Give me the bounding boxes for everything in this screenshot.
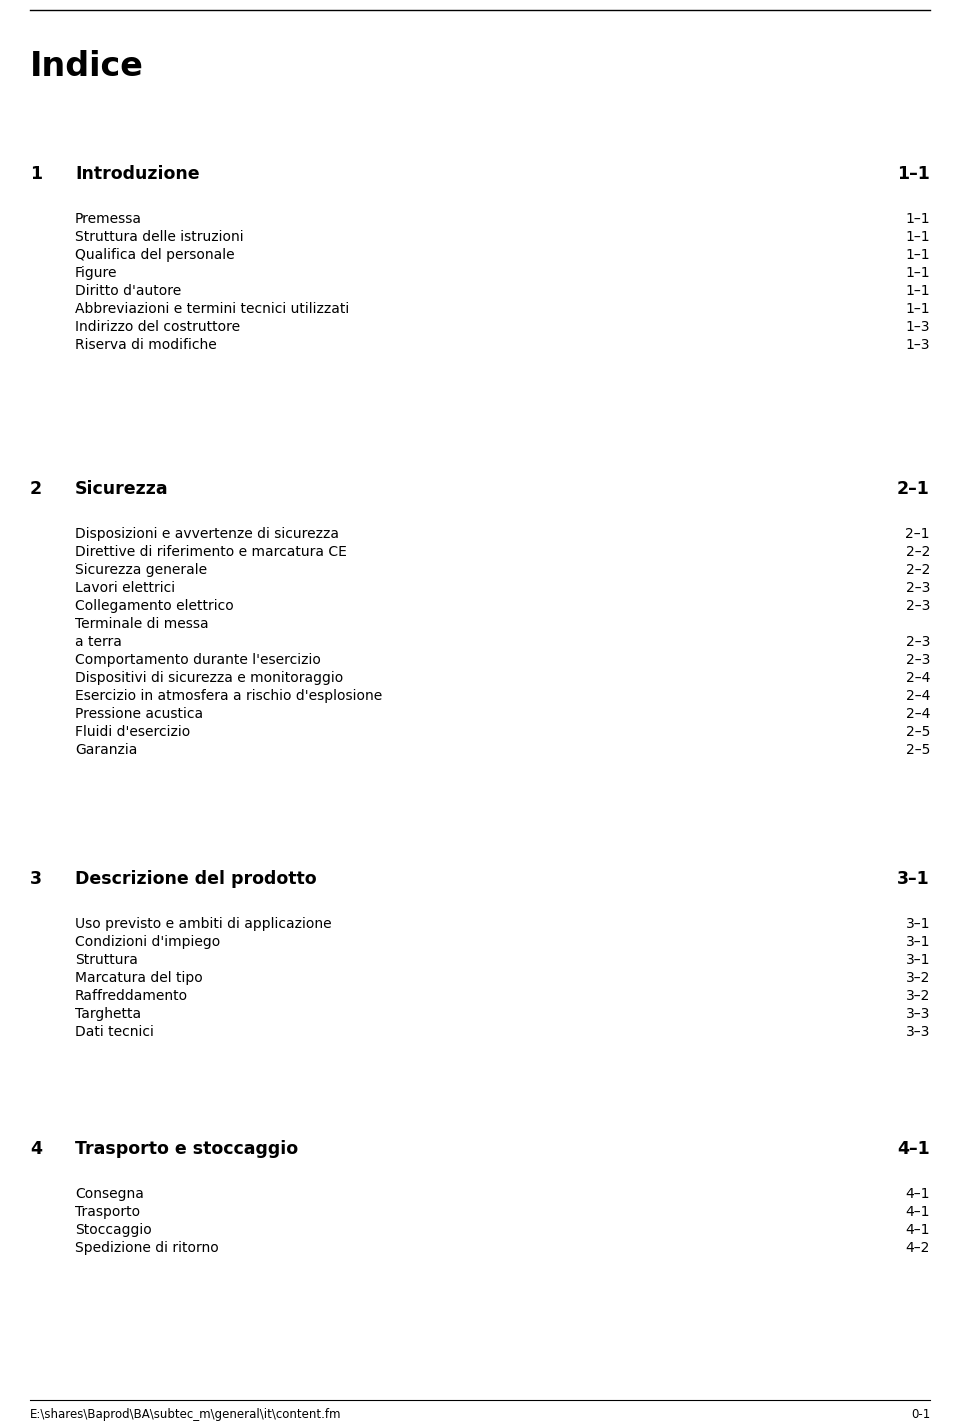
Text: Terminale di messa: Terminale di messa xyxy=(75,617,208,631)
Text: Figure: Figure xyxy=(75,266,117,281)
Text: 3–3: 3–3 xyxy=(905,1007,930,1021)
Text: 3–1: 3–1 xyxy=(905,936,930,948)
Text: 1–3: 1–3 xyxy=(905,337,930,352)
Text: 3–1: 3–1 xyxy=(898,870,930,889)
Text: 3–3: 3–3 xyxy=(905,1025,930,1040)
Text: 4: 4 xyxy=(30,1141,42,1158)
Text: 1–3: 1–3 xyxy=(905,320,930,335)
Text: Fluidi d'esercizio: Fluidi d'esercizio xyxy=(75,725,190,739)
Text: 4–2: 4–2 xyxy=(905,1240,930,1255)
Text: 2–2: 2–2 xyxy=(905,545,930,560)
Text: 2–4: 2–4 xyxy=(905,689,930,703)
Text: Struttura delle istruzioni: Struttura delle istruzioni xyxy=(75,231,244,244)
Text: Collegamento elettrico: Collegamento elettrico xyxy=(75,600,233,612)
Text: Trasporto e stoccaggio: Trasporto e stoccaggio xyxy=(75,1141,299,1158)
Text: 1–1: 1–1 xyxy=(905,302,930,316)
Text: Spedizione di ritorno: Spedizione di ritorno xyxy=(75,1240,219,1255)
Text: 1–1: 1–1 xyxy=(905,212,930,226)
Text: Sicurezza: Sicurezza xyxy=(75,480,169,498)
Text: 1–1: 1–1 xyxy=(898,165,930,184)
Text: Marcatura del tipo: Marcatura del tipo xyxy=(75,971,203,985)
Text: Stoccaggio: Stoccaggio xyxy=(75,1223,152,1237)
Text: Premessa: Premessa xyxy=(75,212,142,226)
Text: 0-1: 0-1 xyxy=(911,1408,930,1421)
Text: a terra: a terra xyxy=(75,635,122,649)
Text: Lavori elettrici: Lavori elettrici xyxy=(75,581,175,595)
Text: Sicurezza generale: Sicurezza generale xyxy=(75,562,207,577)
Text: 2–3: 2–3 xyxy=(905,600,930,612)
Text: 3–1: 3–1 xyxy=(905,917,930,931)
Text: 2–2: 2–2 xyxy=(905,562,930,577)
Text: Uso previsto e ambiti di applicazione: Uso previsto e ambiti di applicazione xyxy=(75,917,331,931)
Text: Riserva di modifiche: Riserva di modifiche xyxy=(75,337,217,352)
Text: Diritto d'autore: Diritto d'autore xyxy=(75,283,181,298)
Text: Consegna: Consegna xyxy=(75,1188,144,1200)
Text: 1–1: 1–1 xyxy=(905,266,930,281)
Text: 1: 1 xyxy=(30,165,42,184)
Text: Esercizio in atmosfera a rischio d'esplosione: Esercizio in atmosfera a rischio d'esplo… xyxy=(75,689,382,703)
Text: 2–5: 2–5 xyxy=(905,743,930,758)
Text: Indice: Indice xyxy=(30,50,144,83)
Text: Comportamento durante l'esercizio: Comportamento durante l'esercizio xyxy=(75,654,321,666)
Text: 4–1: 4–1 xyxy=(905,1205,930,1219)
Text: 3: 3 xyxy=(30,870,42,889)
Text: 4–1: 4–1 xyxy=(905,1223,930,1237)
Text: Struttura: Struttura xyxy=(75,953,138,967)
Text: Qualifica del personale: Qualifica del personale xyxy=(75,248,234,262)
Text: Condizioni d'impiego: Condizioni d'impiego xyxy=(75,936,220,948)
Text: 1–1: 1–1 xyxy=(905,231,930,244)
Text: Pressione acustica: Pressione acustica xyxy=(75,706,204,721)
Text: 2–3: 2–3 xyxy=(905,635,930,649)
Text: Introduzione: Introduzione xyxy=(75,165,200,184)
Text: 4–1: 4–1 xyxy=(898,1141,930,1158)
Text: 2–4: 2–4 xyxy=(905,706,930,721)
Text: 2–3: 2–3 xyxy=(905,581,930,595)
Text: Raffreddamento: Raffreddamento xyxy=(75,990,188,1002)
Text: Garanzia: Garanzia xyxy=(75,743,137,758)
Text: E:\shares\Baprod\BA\subtec_m\general\it\content.fm: E:\shares\Baprod\BA\subtec_m\general\it\… xyxy=(30,1408,342,1421)
Text: 2: 2 xyxy=(30,480,42,498)
Text: 3–2: 3–2 xyxy=(905,990,930,1002)
Text: Dati tecnici: Dati tecnici xyxy=(75,1025,154,1040)
Text: 2–1: 2–1 xyxy=(898,480,930,498)
Text: Targhetta: Targhetta xyxy=(75,1007,141,1021)
Text: Trasporto: Trasporto xyxy=(75,1205,140,1219)
Text: Dispositivi di sicurezza e monitoraggio: Dispositivi di sicurezza e monitoraggio xyxy=(75,671,344,685)
Text: 2–5: 2–5 xyxy=(905,725,930,739)
Text: 4–1: 4–1 xyxy=(905,1188,930,1200)
Text: Descrizione del prodotto: Descrizione del prodotto xyxy=(75,870,317,889)
Text: 2–4: 2–4 xyxy=(905,671,930,685)
Text: 2–1: 2–1 xyxy=(905,527,930,541)
Text: 2–3: 2–3 xyxy=(905,654,930,666)
Text: Indirizzo del costruttore: Indirizzo del costruttore xyxy=(75,320,240,335)
Text: 3–2: 3–2 xyxy=(905,971,930,985)
Text: 1–1: 1–1 xyxy=(905,283,930,298)
Text: 3–1: 3–1 xyxy=(905,953,930,967)
Text: 1–1: 1–1 xyxy=(905,248,930,262)
Text: Abbreviazioni e termini tecnici utilizzati: Abbreviazioni e termini tecnici utilizza… xyxy=(75,302,349,316)
Text: Direttive di riferimento e marcatura CE: Direttive di riferimento e marcatura CE xyxy=(75,545,347,560)
Text: Disposizioni e avvertenze di sicurezza: Disposizioni e avvertenze di sicurezza xyxy=(75,527,339,541)
